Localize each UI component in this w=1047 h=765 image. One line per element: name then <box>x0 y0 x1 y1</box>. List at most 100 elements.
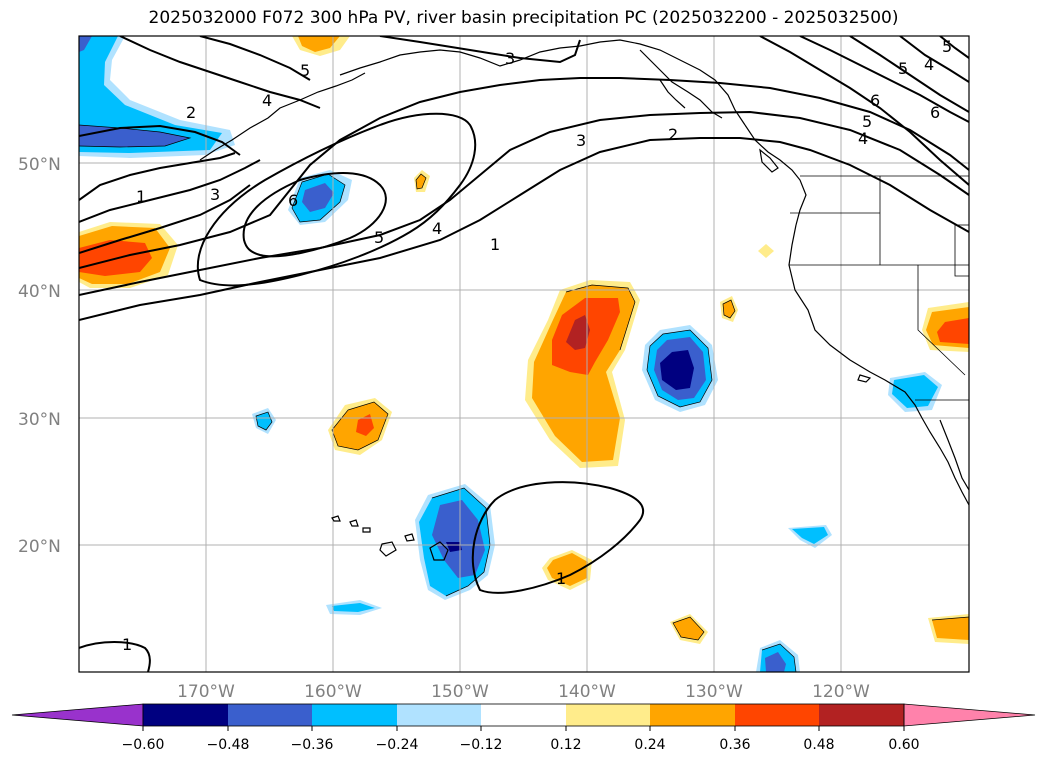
contour-ridge-1 <box>79 137 969 321</box>
contour-big-loop <box>196 112 477 287</box>
patch-nw-topleft-royal <box>79 36 92 52</box>
contour-low-1 <box>79 152 236 201</box>
colorbar-label-5: 0.12 <box>550 737 581 753</box>
contour-labels: 1 2 3 4 5 6 5 3 2 1 4 5 6 3 2 1 5 4 6 5 … <box>122 37 952 654</box>
patch-133w-south-orange <box>673 617 704 640</box>
contour-east-5 <box>759 36 969 186</box>
patch-top-orange-core <box>298 36 340 52</box>
coast-bc <box>744 124 807 226</box>
colorbar: −0.60 −0.48 −0.36 −0.24 −0.12 0.12 0.24 … <box>11 703 1036 753</box>
coast-hawaii-molokai <box>362 527 371 533</box>
clabel-1-sub: 1 <box>556 569 566 588</box>
clabel-2-ridge: 2 <box>668 125 678 144</box>
coast-ch-islands <box>857 374 872 383</box>
colorbar-frame <box>142 703 905 727</box>
clabel-3-north: 3 <box>505 49 515 68</box>
colorbar-label-0: −0.60 <box>122 737 165 753</box>
gridlines <box>79 36 969 672</box>
map-title: 2025032000 F072 300 hPa PV, river basin … <box>148 8 899 28</box>
clabel-5-east: 5 <box>898 59 908 78</box>
lon-label-170: 170°W <box>177 682 235 702</box>
patch-159w-sky <box>332 603 375 612</box>
lon-labels: 170°W 160°W 150°W 140°W 130°W 120°W <box>177 682 870 702</box>
coast-uswest <box>788 224 969 506</box>
patch-125w-bottom-royal <box>765 652 786 672</box>
patch-outlines <box>79 124 969 672</box>
coast-hawaii-oahu <box>379 541 397 557</box>
clabel-3-left: 3 <box>210 185 220 204</box>
patch-140w-firebrick <box>566 315 590 350</box>
patch-158w-red <box>356 414 374 436</box>
colorbar-seg-3 <box>312 704 397 726</box>
clabel-4-northeast: 4 <box>924 55 934 74</box>
clabel-1-bottom: 1 <box>122 635 132 654</box>
colorbar-extend-high <box>903 703 1036 727</box>
patch-e36-red <box>937 318 969 344</box>
patch-133w-deep <box>660 350 694 390</box>
lon-label-120: 120°W <box>812 682 870 702</box>
coast-hawaii-niihau <box>331 515 341 522</box>
colorbar-ticks <box>142 726 905 731</box>
clabel-4-nw: 4 <box>262 91 272 110</box>
lat-labels: 50°N 40°N 30°N 20°N <box>18 155 61 557</box>
patch-nw-sky <box>79 36 222 153</box>
coast-hawaii-maui <box>404 533 415 542</box>
colorbar-seg-9 <box>819 704 904 726</box>
lon-label-160: 160°W <box>304 682 362 702</box>
lat-label-20: 20°N <box>18 537 61 557</box>
map-frame <box>78 35 970 673</box>
contour-north-1 <box>199 36 311 81</box>
coast-sealaska <box>639 49 723 119</box>
contour-east-4 <box>939 36 969 59</box>
colorbar-seg-6 <box>566 704 650 726</box>
colorbar-label-2: −0.36 <box>291 737 334 753</box>
clabel-2-nw: 2 <box>186 103 196 122</box>
contour-closed-high <box>242 172 387 258</box>
coast-hawaii-big <box>429 541 449 561</box>
clabel-3-ridge: 3 <box>576 131 586 150</box>
coast-aleutians <box>199 72 366 161</box>
coastlines <box>199 39 969 561</box>
pv-contours <box>79 36 969 672</box>
lat-label-50: 50°N <box>18 155 61 175</box>
colorbar-label-8: 0.48 <box>803 737 834 753</box>
patch-e14-orange <box>932 617 969 640</box>
lon-label-150: 150°W <box>431 682 489 702</box>
border-mt <box>954 225 969 277</box>
contour-east-1 <box>799 36 969 123</box>
clabel-5-east-b: 5 <box>862 112 872 131</box>
patch-165w-sky <box>256 412 272 430</box>
clabel-5-center: 5 <box>374 228 384 247</box>
contour-east-3 <box>899 36 969 83</box>
contour-east-2 <box>849 36 969 113</box>
colorbar-seg-8 <box>735 704 819 726</box>
contour-nw-1 <box>79 124 241 156</box>
coast-sealaska2 <box>659 79 686 109</box>
clabel-6-east-a: 6 <box>870 91 880 110</box>
patch-126w-small <box>758 244 774 258</box>
clabel-5-northeast: 5 <box>942 37 952 56</box>
map-area: 1 2 3 4 5 6 5 3 2 1 4 5 6 3 2 1 5 4 6 5 … <box>79 36 969 672</box>
colorbar-extend-low <box>11 703 144 727</box>
patch-153w-core <box>416 174 426 189</box>
patch-129w-core <box>723 300 735 318</box>
contour-sub-loop <box>471 481 645 594</box>
coast-alaska <box>339 39 746 126</box>
clabel-1-ridge: 1 <box>490 235 500 254</box>
colorbar-label-4: −0.12 <box>460 737 503 753</box>
clabel-5-nw: 5 <box>300 61 310 80</box>
colorbar-label-7: 0.36 <box>719 737 750 753</box>
lon-label-140: 140°W <box>558 682 616 702</box>
colorbar-label-9: 0.60 <box>888 737 919 753</box>
lat-label-30: 30°N <box>18 410 61 430</box>
lat-label-40: 40°N <box>18 282 61 302</box>
colorbar-label-3: −0.24 <box>376 737 419 753</box>
clabel-4-east-b: 4 <box>858 129 868 148</box>
contour-north-2 <box>379 36 581 64</box>
colorbar-seg-5 <box>481 704 566 726</box>
colorbar-label-6: 0.24 <box>634 737 665 753</box>
clabel-6-center: 6 <box>288 191 298 210</box>
coast-hawaii-kauai <box>349 519 359 527</box>
patch-122w-sky <box>792 527 828 544</box>
